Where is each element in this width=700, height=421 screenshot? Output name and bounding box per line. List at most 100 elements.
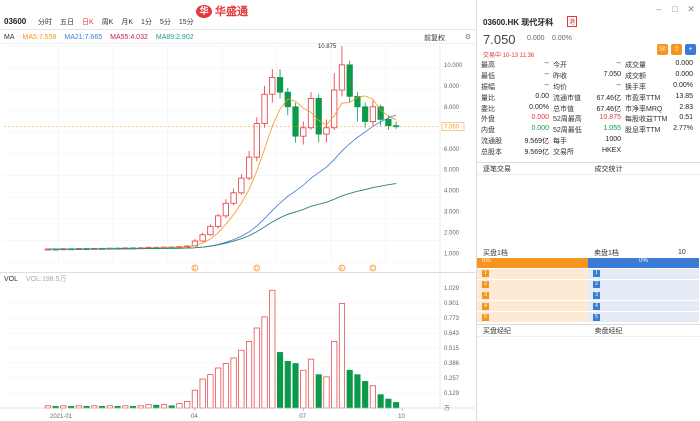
quote-label: 换手率 <box>625 83 646 91</box>
event-marker-label: E <box>193 266 197 272</box>
quote-value: 1000 <box>605 135 621 143</box>
volume-bar <box>385 398 392 409</box>
quote-cell: 52周最低 1.055 <box>553 125 625 135</box>
volume-bar <box>253 327 260 409</box>
candle-body <box>323 127 330 135</box>
quote-value: 9.569亿 <box>524 137 549 145</box>
buy-level-num: 4 <box>482 302 489 310</box>
window-controls: – □ ✕ <box>654 4 696 14</box>
event-marker <box>253 264 261 272</box>
x-tick-label: 07 <box>299 414 306 420</box>
quote-cell: 换手率 0.00% <box>625 82 697 92</box>
sell-level-label: 卖盘1档 <box>594 249 619 257</box>
ma-value: MA55:4.032 <box>110 33 148 41</box>
quote-panel: – □ ✕ 03600.HK 现代牙科 港 7.050 0.000 0.00% … <box>476 0 700 421</box>
quote-label: 股息率TTM <box>625 127 661 135</box>
volume-bar <box>106 405 113 409</box>
buy-level-num: 5 <box>482 313 489 321</box>
maximize-icon[interactable]: □ <box>672 4 678 14</box>
quote-row: 量比 0.00 流通市值 67.46亿 市盈率TTM 13.85 <box>481 92 697 103</box>
ma-legend: MA MA5:7.558 MA21:7.665 MA55:4.032 MA89:2.9… <box>0 31 475 44</box>
tab-period[interactable]: 月K <box>121 19 134 26</box>
candle-body <box>377 106 384 120</box>
x-tick-label: 10 <box>398 414 405 420</box>
tab-period[interactable]: 1分 <box>141 19 152 26</box>
quote-value: -- <box>544 71 549 79</box>
tab-period[interactable]: 分时 <box>38 19 52 26</box>
add-watchlist-icon[interactable]: + <box>685 44 696 55</box>
quote-cell: 振幅 -- <box>481 82 553 92</box>
kline-chart: 10.0009.0008.0007.0006.0005.0004.0003.00… <box>0 44 475 420</box>
adjust-dropdown[interactable]: 前复权 <box>424 35 445 42</box>
vol-label: VOL <box>4 275 19 283</box>
quote-row: 流通股 9.569亿 每手 1000 <box>481 136 697 147</box>
candle-body <box>292 106 299 137</box>
volume-bar <box>137 405 144 409</box>
event-marker <box>338 264 346 272</box>
logo: 华 华盛通 <box>196 3 248 19</box>
volume-bar <box>393 402 400 409</box>
candle-body <box>385 118 392 127</box>
levels-toggle[interactable]: 10 <box>678 249 686 256</box>
volume-bar <box>346 369 353 409</box>
sell-broker-label: 卖盘经纪 <box>594 327 623 335</box>
share-icon[interactable]: ⇧ <box>671 44 682 55</box>
quote-table: 最高 -- 今开 -- 成交量 0.000 最低 -- 昨收 7.050 成交额 0.000 振幅 -- 均… <box>481 60 697 157</box>
candle-body <box>276 77 284 93</box>
ma-value: MA89:2.902 <box>155 33 194 41</box>
tab-period[interactable]: 周K <box>101 19 114 26</box>
close-icon[interactable]: ✕ <box>687 4 695 14</box>
quote-value: 0.00% <box>673 81 693 89</box>
quote-label: 最低 <box>481 73 495 81</box>
sell-level-num: 3 <box>593 291 600 299</box>
quote-label: 昨收 <box>553 73 567 81</box>
quote-value: 0.000 <box>675 71 693 79</box>
quote-value: -- <box>544 81 549 89</box>
quote-cell: 市净率MRQ 2.83 <box>625 104 697 114</box>
quote-cell: 流通市值 67.46亿 <box>553 93 625 103</box>
quote-value: 1.055 <box>603 125 621 133</box>
quote-cell: 委比 0.00% <box>481 104 553 114</box>
event-marker-label: E <box>340 266 344 272</box>
quote-label: 委比 <box>481 105 495 113</box>
price-change: 0.000 <box>527 35 545 42</box>
quote-cell: 昨收 7.050 <box>553 71 625 81</box>
tab-tick-trades[interactable]: 逐笔交易 <box>483 165 511 173</box>
settings-icon[interactable]: ⚙ <box>464 34 471 41</box>
candle-body <box>315 98 322 135</box>
quote-label: 每手 <box>553 137 567 145</box>
volume-bar <box>261 316 268 409</box>
quote-row: 外盘 0.000 52周最高 10.875 每股收益TTM 0.51 <box>481 114 697 125</box>
tab-trade-stats[interactable]: 成交统计 <box>594 165 623 173</box>
quote-cell: 成交量 0.000 <box>625 60 697 70</box>
volume-bar <box>238 349 245 409</box>
candle-body <box>369 106 377 122</box>
volume-bar <box>292 363 299 409</box>
panel-actions: ☏ ⇧ + <box>657 44 696 55</box>
volume-bar <box>60 405 67 409</box>
quote-value: 10.875 <box>599 114 621 122</box>
y-tick-label: 6.000 <box>444 147 460 153</box>
volume-bar <box>369 385 376 409</box>
candle-body <box>362 106 369 122</box>
tab-period[interactable]: 15分 <box>178 19 194 26</box>
event-marker-label: D <box>255 266 259 272</box>
price-change-pct: 0.00% <box>552 35 572 42</box>
quote-label: 量比 <box>481 94 495 102</box>
quote-label: 每股收益TTM <box>625 116 668 124</box>
candle-body <box>215 215 222 227</box>
minimize-icon[interactable]: – <box>656 4 662 14</box>
event-marker-label: D <box>371 266 375 272</box>
y-tick-label: 5.000 <box>444 168 460 174</box>
alert-icon[interactable]: ☏ <box>657 44 668 55</box>
tab-period[interactable]: 5分 <box>159 19 171 26</box>
volume-bar <box>215 367 222 409</box>
volume-bar <box>354 374 361 409</box>
vol-y-tick: 0.773 <box>444 316 460 322</box>
quote-label: 总市值 <box>553 105 574 113</box>
tab-period[interactable]: 日K <box>82 19 94 26</box>
tab-period[interactable]: 五日 <box>60 19 74 26</box>
